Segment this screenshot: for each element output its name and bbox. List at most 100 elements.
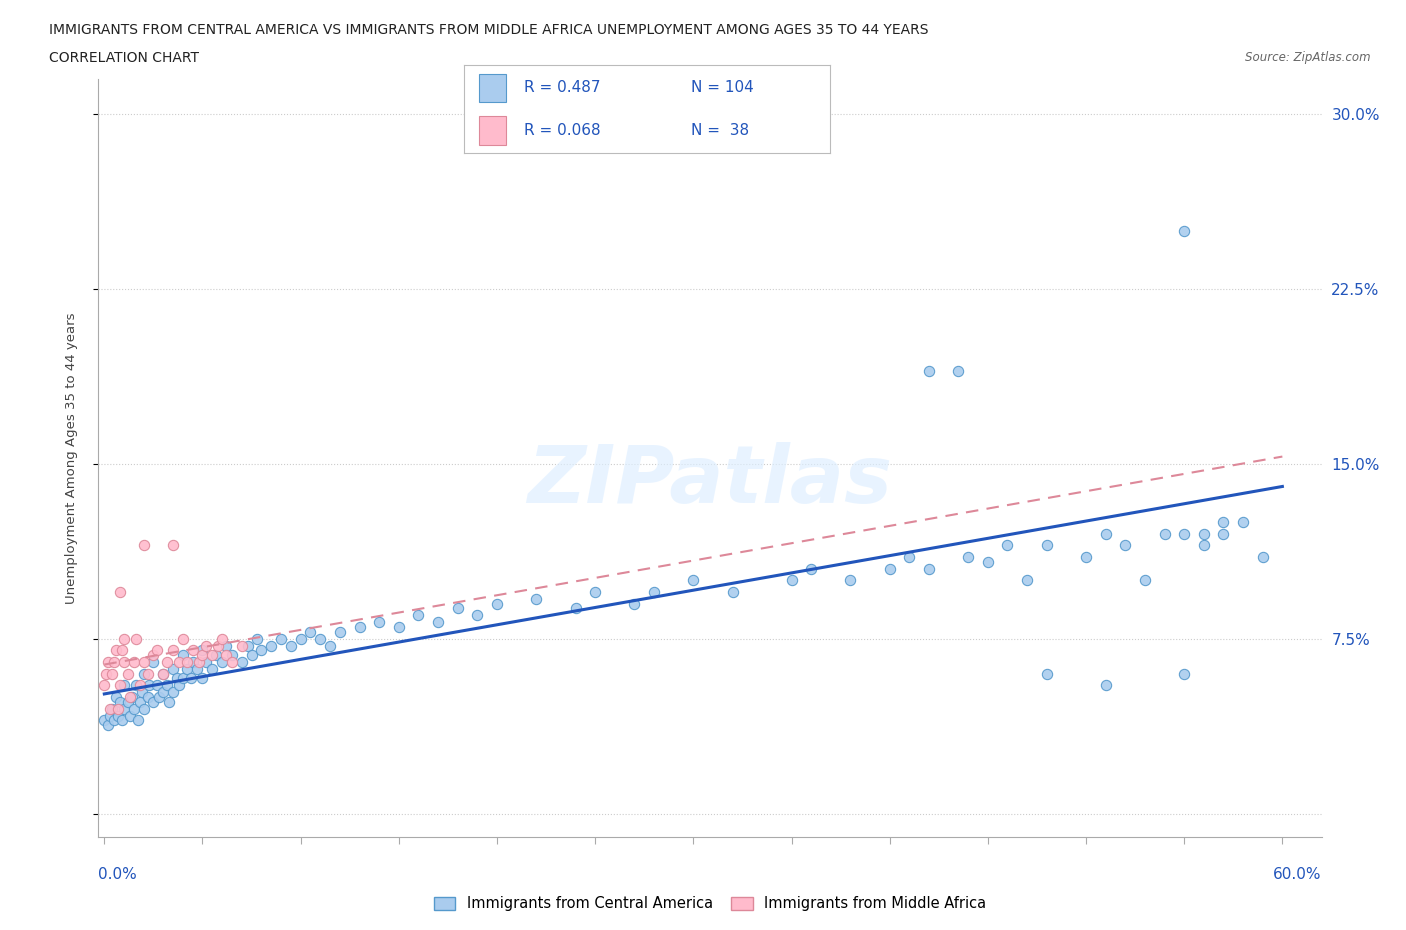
Point — [162, 661, 184, 676]
Point — [152, 685, 174, 700]
Point — [1094, 526, 1116, 541]
Point — [142, 647, 165, 662]
Point — [1192, 526, 1215, 541]
Point — [112, 655, 135, 670]
Point — [368, 615, 391, 630]
Point — [138, 678, 160, 693]
Point — [117, 666, 139, 681]
Point — [948, 363, 970, 378]
Point — [780, 573, 803, 588]
Point — [172, 631, 194, 646]
Point — [329, 624, 352, 639]
Point — [112, 631, 135, 646]
Point — [156, 678, 179, 693]
Point — [215, 638, 238, 653]
Text: 0.0%: 0.0% — [98, 867, 138, 882]
Point — [427, 615, 450, 630]
Point — [957, 550, 980, 565]
Point — [583, 585, 606, 600]
Text: 60.0%: 60.0% — [1274, 867, 1322, 882]
Point — [240, 647, 263, 662]
Point — [131, 685, 153, 700]
Point — [108, 695, 131, 710]
Text: CORRELATION CHART: CORRELATION CHART — [49, 51, 200, 65]
Point — [201, 647, 224, 662]
Point — [162, 643, 184, 658]
Point — [191, 643, 214, 658]
Point — [977, 554, 1000, 569]
FancyBboxPatch shape — [478, 116, 506, 145]
Point — [167, 678, 190, 693]
Text: ZIPatlas: ZIPatlas — [527, 442, 893, 520]
Point — [96, 666, 118, 681]
Point — [172, 647, 194, 662]
Point — [682, 573, 704, 588]
Point — [128, 678, 150, 693]
Point — [997, 538, 1019, 553]
Point — [125, 631, 148, 646]
Point — [142, 655, 165, 670]
Point — [1212, 514, 1234, 529]
Point — [97, 655, 120, 670]
Point — [93, 713, 115, 728]
Point — [231, 655, 253, 670]
Point — [898, 550, 921, 565]
Point — [148, 690, 170, 705]
Point — [132, 666, 155, 681]
Point — [246, 631, 269, 646]
Point — [280, 638, 302, 653]
Point — [117, 695, 139, 710]
Point — [98, 709, 121, 724]
Point — [111, 713, 134, 728]
Text: Source: ZipAtlas.com: Source: ZipAtlas.com — [1246, 51, 1371, 64]
Point — [103, 713, 125, 728]
Point — [108, 585, 131, 600]
Point — [195, 638, 218, 653]
Point — [231, 638, 253, 653]
Point — [152, 666, 174, 681]
Point — [111, 643, 134, 658]
Point — [1133, 573, 1156, 588]
Point — [388, 619, 411, 634]
Point — [172, 671, 194, 685]
Point — [162, 685, 184, 700]
Point — [136, 690, 159, 705]
Text: N =  38: N = 38 — [690, 123, 749, 138]
Point — [166, 671, 188, 685]
Point — [157, 695, 180, 710]
Point — [103, 655, 125, 670]
Text: IMMIGRANTS FROM CENTRAL AMERICA VS IMMIGRANTS FROM MIDDLE AFRICA UNEMPLOYMENT AM: IMMIGRANTS FROM CENTRAL AMERICA VS IMMIG… — [49, 23, 929, 37]
Point — [839, 573, 862, 588]
Point — [270, 631, 292, 646]
Point — [132, 701, 155, 716]
Point — [125, 678, 148, 693]
Point — [1232, 514, 1254, 529]
Point — [1074, 550, 1097, 565]
Point — [207, 638, 229, 653]
Point — [290, 631, 312, 646]
Point — [485, 596, 508, 611]
Point — [180, 671, 202, 685]
Point — [1173, 223, 1195, 238]
Point — [105, 690, 128, 705]
Point — [97, 718, 120, 733]
Point — [564, 601, 586, 616]
Point — [167, 655, 190, 670]
Point — [127, 713, 149, 728]
Point — [1035, 538, 1057, 553]
Point — [205, 647, 228, 662]
Point — [1114, 538, 1136, 553]
Point — [879, 562, 901, 577]
Point — [107, 709, 129, 724]
Point — [195, 655, 218, 670]
Point — [1094, 678, 1116, 693]
Point — [176, 661, 198, 676]
Point — [721, 585, 744, 600]
Text: R = 0.487: R = 0.487 — [524, 80, 600, 95]
Point — [643, 585, 665, 600]
Point — [128, 695, 150, 710]
Point — [176, 655, 198, 670]
Point — [93, 678, 115, 693]
Point — [136, 666, 159, 681]
Point — [236, 638, 259, 653]
